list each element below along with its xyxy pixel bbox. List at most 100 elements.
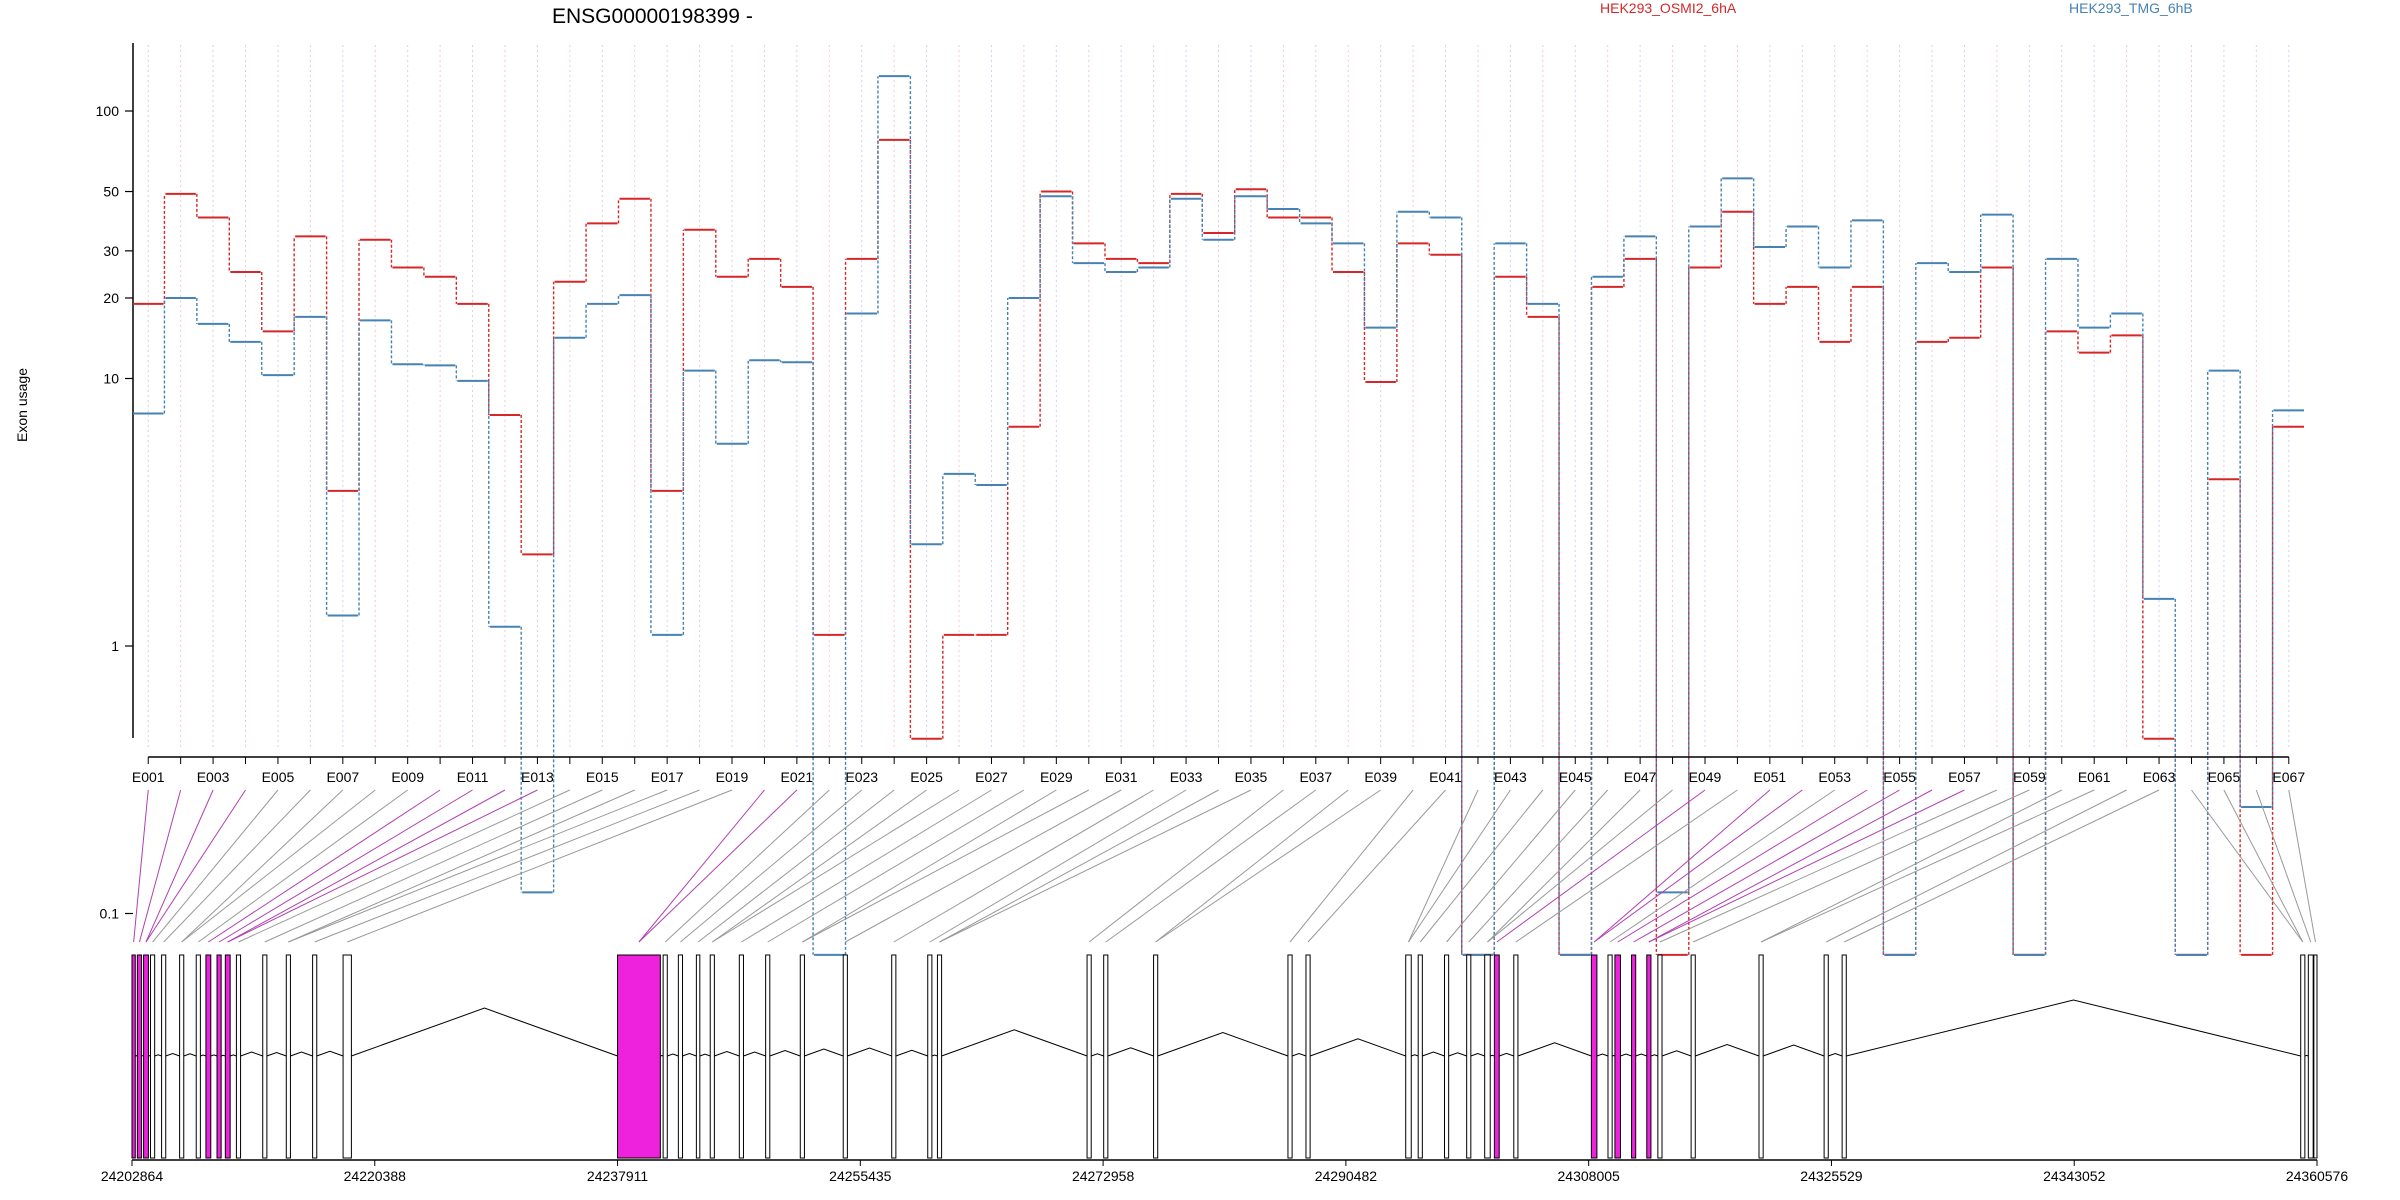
gene-exon [262,954,268,1159]
intron-line [230,1054,237,1057]
intron-line [183,1053,197,1057]
exon-label: E067 [2272,769,2305,785]
intron-line [316,1050,344,1057]
exon-connector [638,789,798,943]
y-tick-label: 30 [103,243,119,259]
exon-label: E049 [1689,769,1722,785]
intron-line [699,1053,711,1057]
legend-entry-series-1: HEK293_OSMI2_6hA [1600,0,1737,16]
exon-connector [1307,789,1446,943]
exon-connector [264,789,603,943]
genomic-tick-label: 24360576 [2286,1168,2349,1184]
exon-connector [1515,789,1738,943]
exon-connector [1088,789,1284,943]
exon-label: E015 [586,769,619,785]
gene-exon [1614,954,1621,1159]
exon-connector [1105,789,1317,943]
exon-label: E045 [1559,769,1592,785]
gene-exon [799,954,805,1159]
gene-exon [1631,954,1637,1159]
exon-connector [767,789,1025,943]
exon-connector [1843,789,2160,943]
exon-connector [1419,789,1544,943]
exon-connector [218,789,473,943]
intron-line [351,1007,618,1057]
exon-label: E037 [1299,769,1332,785]
gene-model [131,954,2318,1159]
exon-connector [2288,789,2316,943]
gene-exon [765,954,771,1159]
y-tick-label: 100 [96,103,120,119]
genomic-tick-label: 24202864 [101,1168,164,1184]
intron-line [682,1052,697,1057]
gene-exon [1405,954,1412,1159]
genomic-tick-label: 24272958 [1072,1168,1135,1184]
gene-exon [2307,954,2314,1159]
gene-exon [2300,954,2306,1159]
exon-connector [893,789,1154,943]
exon-connector [227,789,506,943]
exon-connector [1468,789,1609,943]
intron-line [154,1054,162,1057]
gene-exon [1444,954,1450,1159]
y-axis: 0.1 1 10 20 30 50 100 [96,43,134,922]
gene-exon [927,954,933,1159]
gene-exon [161,954,167,1159]
intron-line [1091,1053,1104,1057]
gene-exon [150,954,156,1159]
gene-exon [179,954,185,1159]
exon-connector [664,789,830,943]
intron-line [220,1054,226,1057]
gene-exon [224,954,231,1159]
exon-label: E023 [845,769,878,785]
intron-line [1157,1032,1289,1057]
exon-connector [712,789,960,943]
exon-connector [145,789,246,943]
intron-line [1695,1043,1760,1057]
gene-exon [1466,954,1472,1159]
gene-exon [1646,954,1652,1159]
intron-line [847,1047,892,1057]
gene-exon [842,954,848,1159]
intron-line [1309,1038,1406,1057]
intron-line [1762,1044,1825,1057]
gene-exon [1086,954,1092,1159]
exon-connector [1487,789,1641,943]
gene-exon [1841,954,1847,1159]
exon-connector [1446,789,1576,943]
intron-line [769,1049,801,1057]
exon-label: E063 [2143,769,2176,785]
intron-line [743,1051,766,1057]
exon-label: E035 [1235,769,1268,785]
exon-connector [1633,789,1900,943]
exon-connector [1593,789,1803,943]
exon-connector [1593,789,1771,943]
gene-exon [936,954,943,1159]
gene-exon [285,954,291,1159]
intron-line [714,1050,740,1057]
gene-exon [1590,954,1598,1159]
gene-exon [617,954,661,1159]
intron-line [240,1051,263,1057]
genomic-tick-label: 24220388 [344,1168,407,1184]
intron-line [1107,1047,1154,1057]
y-tick-label: 10 [103,371,119,387]
intron-line [200,1054,207,1057]
exon-connector [1692,789,2030,943]
intron-line [804,1048,844,1057]
exon-label: E033 [1170,769,1203,785]
exon-connector [680,789,863,943]
intron-line [1499,1052,1514,1057]
exon-connector [939,789,1219,943]
gene-exon [235,954,242,1159]
exon-label: E019 [716,769,749,785]
intron-line [1846,999,2301,1057]
gene-exon [1513,954,1519,1159]
exon-connector [1825,789,2127,943]
exon-connector [1408,789,1479,943]
gene-exon [1305,954,1311,1159]
exon-connector [288,789,668,943]
intron-line [266,1051,287,1057]
exon-connector [2255,789,2312,943]
exon-connector [845,789,1122,943]
